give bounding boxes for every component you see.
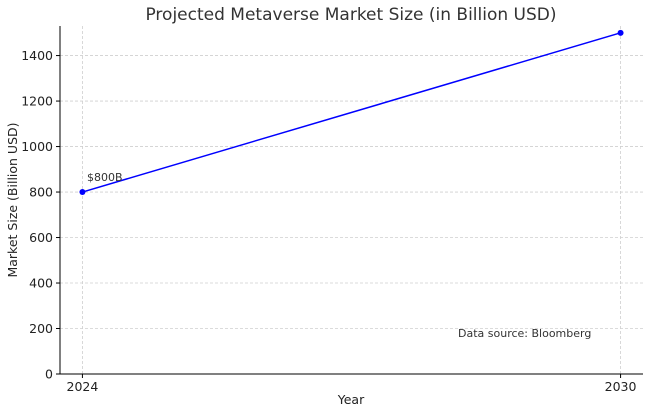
x-tick-label: 2024 [67,379,99,394]
grid [60,26,643,375]
y-tick-label: 400 [29,276,53,291]
series [79,29,624,196]
x-tick-label: 2030 [605,379,637,394]
axes-frame [59,26,643,375]
data-source-note: Data source: Bloomberg [458,327,591,340]
data-point [617,29,624,36]
y-axis-label: Market Size (Billion USD) [5,122,20,277]
chart-title: Projected Metaverse Market Size (in Bill… [145,5,556,25]
y-tick-label: 1400 [21,48,53,63]
y-tick-label: 1200 [21,94,53,109]
y-tick-label: 1000 [21,139,53,154]
ticks: 0 200 400 600 800 1000 1200 1400 2024 2030 [21,48,636,394]
x-axis-label: Year [337,392,365,407]
y-tick-label: 600 [29,230,53,245]
series-line [82,32,621,193]
y-tick-label: 200 [29,321,53,336]
y-tick-label: 0 [45,367,53,382]
y-tick-label: 800 [29,185,53,200]
point-annotation: $800B [87,171,123,184]
data-point [79,189,86,196]
